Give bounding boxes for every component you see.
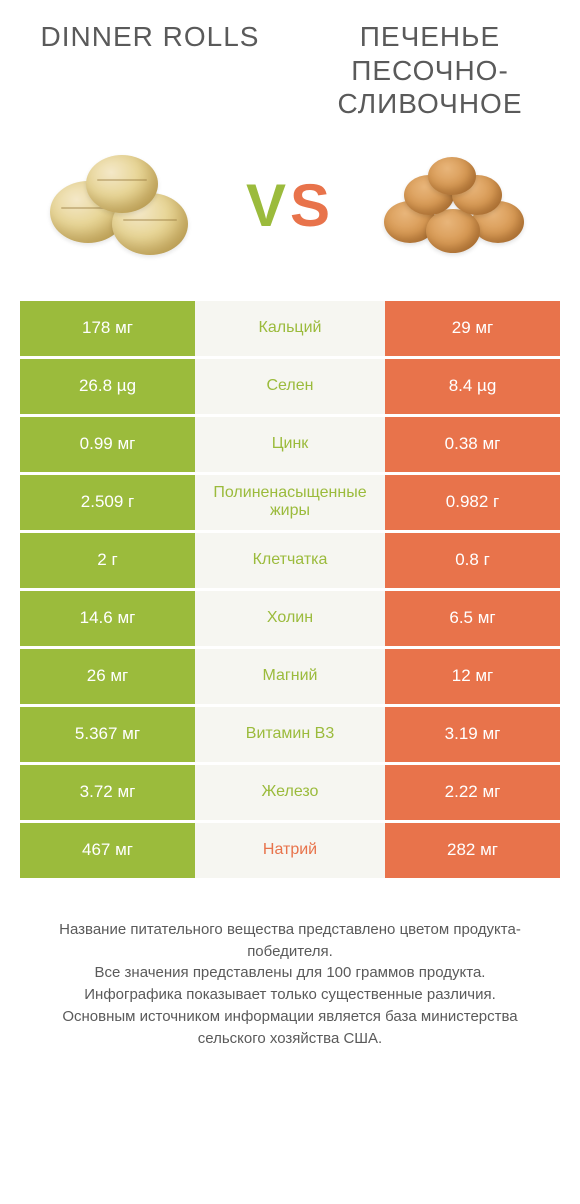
vs-v: V: [246, 171, 290, 240]
nutrient-label: Натрий: [195, 823, 385, 878]
right-value: 2.22 мг: [385, 765, 560, 820]
left-value: 178 мг: [20, 301, 195, 356]
right-food-title: ПЕЧЕНЬЕ ПЕСОЧНО-СЛИВОЧНОЕ: [320, 20, 540, 121]
right-value: 0.982 г: [385, 475, 560, 530]
left-food-title: DINNER ROLLS: [40, 20, 260, 54]
right-value: 12 мг: [385, 649, 560, 704]
comparison-table: 178 мгКальций29 мг26.8 µgСелен8.4 µg0.99…: [0, 301, 580, 878]
right-value: 3.19 мг: [385, 707, 560, 762]
right-value: 0.8 г: [385, 533, 560, 588]
footer: Название питательного вещества представл…: [0, 881, 580, 1050]
left-value: 26 мг: [20, 649, 195, 704]
table-row: 2 гКлетчатка0.8 г: [20, 533, 560, 588]
nutrient-label: Холин: [195, 591, 385, 646]
left-value: 14.6 мг: [20, 591, 195, 646]
right-value: 282 мг: [385, 823, 560, 878]
left-value: 0.99 мг: [20, 417, 195, 472]
nutrient-label: Кальций: [195, 301, 385, 356]
nutrient-label: Полиненасыщенные жиры: [195, 475, 385, 530]
table-row: 14.6 мгХолин6.5 мг: [20, 591, 560, 646]
right-value: 0.38 мг: [385, 417, 560, 472]
left-value: 26.8 µg: [20, 359, 195, 414]
left-value: 3.72 мг: [20, 765, 195, 820]
right-food-image: [370, 141, 540, 271]
vs-s: S: [290, 171, 334, 240]
left-food-image: [40, 141, 210, 271]
table-row: 0.99 мгЦинк0.38 мг: [20, 417, 560, 472]
right-value: 6.5 мг: [385, 591, 560, 646]
footer-line: Название питательного вещества представл…: [40, 919, 540, 963]
table-row: 2.509 гПолиненасыщенные жиры0.982 г: [20, 475, 560, 530]
right-value: 8.4 µg: [385, 359, 560, 414]
footer-line: Инфографика показывает только существенн…: [40, 984, 540, 1006]
nutrient-label: Селен: [195, 359, 385, 414]
footer-line: Основным источником информации является …: [40, 1006, 540, 1050]
vs-row: VS: [0, 131, 580, 301]
table-row: 5.367 мгВитамин B33.19 мг: [20, 707, 560, 762]
nutrient-label: Цинк: [195, 417, 385, 472]
left-value: 2.509 г: [20, 475, 195, 530]
table-row: 467 мгНатрий282 мг: [20, 823, 560, 878]
vs-label: VS: [246, 171, 334, 240]
left-value: 467 мг: [20, 823, 195, 878]
nutrient-label: Витамин B3: [195, 707, 385, 762]
nutrient-label: Железо: [195, 765, 385, 820]
header: DINNER ROLLS ПЕЧЕНЬЕ ПЕСОЧНО-СЛИВОЧНОЕ: [0, 0, 580, 131]
table-row: 3.72 мгЖелезо2.22 мг: [20, 765, 560, 820]
table-row: 26 мгМагний12 мг: [20, 649, 560, 704]
nutrient-label: Клетчатка: [195, 533, 385, 588]
right-value: 29 мг: [385, 301, 560, 356]
shortbread-cookies-icon: [380, 151, 530, 261]
nutrient-label: Магний: [195, 649, 385, 704]
table-row: 178 мгКальций29 мг: [20, 301, 560, 356]
left-value: 5.367 мг: [20, 707, 195, 762]
table-row: 26.8 µgСелен8.4 µg: [20, 359, 560, 414]
dinner-rolls-icon: [50, 151, 200, 261]
left-value: 2 г: [20, 533, 195, 588]
footer-line: Все значения представлены для 100 граммо…: [40, 962, 540, 984]
